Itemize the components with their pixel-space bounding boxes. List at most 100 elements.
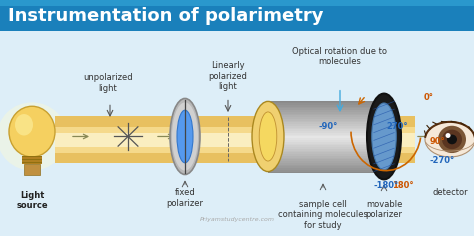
Bar bbox=[55, 133, 415, 135]
Text: movable
polarizer: movable polarizer bbox=[365, 200, 402, 219]
Bar bbox=[268, 131, 378, 133]
Bar bbox=[55, 161, 415, 163]
Bar bbox=[55, 116, 415, 118]
Ellipse shape bbox=[170, 98, 200, 174]
Bar bbox=[268, 164, 378, 167]
Bar bbox=[0, 0, 474, 6]
Bar bbox=[55, 124, 415, 126]
Bar bbox=[268, 110, 378, 112]
Bar bbox=[55, 127, 415, 129]
Ellipse shape bbox=[15, 114, 33, 135]
Bar bbox=[55, 149, 415, 151]
Bar bbox=[268, 124, 378, 126]
Bar bbox=[268, 107, 378, 109]
Bar bbox=[268, 145, 378, 147]
Text: Light
source: Light source bbox=[16, 191, 48, 211]
Bar bbox=[268, 147, 378, 149]
Bar bbox=[55, 147, 415, 149]
Text: sample cell
containing molecules
for study: sample cell containing molecules for stu… bbox=[278, 200, 368, 230]
Bar bbox=[22, 162, 42, 163]
Text: -90°: -90° bbox=[319, 122, 338, 131]
Text: Instrumentation of polarimetry: Instrumentation of polarimetry bbox=[8, 7, 323, 25]
Text: fixed
polarizer: fixed polarizer bbox=[166, 188, 203, 207]
Text: 180°: 180° bbox=[392, 181, 414, 190]
Bar bbox=[268, 103, 378, 105]
Bar bbox=[55, 160, 415, 162]
Bar bbox=[55, 135, 415, 137]
Bar bbox=[22, 156, 42, 157]
Text: Optical rotation due to
molecules: Optical rotation due to molecules bbox=[292, 47, 388, 66]
Bar bbox=[268, 119, 378, 121]
Bar bbox=[268, 149, 378, 151]
Bar bbox=[268, 158, 378, 160]
Ellipse shape bbox=[0, 102, 67, 171]
Ellipse shape bbox=[177, 110, 193, 163]
Text: 0°: 0° bbox=[424, 93, 434, 102]
Ellipse shape bbox=[172, 102, 198, 171]
Bar bbox=[268, 115, 378, 118]
Bar bbox=[268, 170, 378, 172]
Bar bbox=[55, 153, 415, 156]
Ellipse shape bbox=[372, 103, 396, 170]
Ellipse shape bbox=[367, 94, 401, 179]
Ellipse shape bbox=[259, 112, 277, 161]
Bar bbox=[268, 112, 378, 114]
Text: -270°: -270° bbox=[430, 156, 455, 165]
Bar bbox=[268, 136, 378, 139]
Bar bbox=[268, 156, 378, 158]
Bar bbox=[268, 117, 378, 119]
Circle shape bbox=[446, 133, 450, 138]
Text: -180°: -180° bbox=[374, 181, 399, 190]
Bar bbox=[55, 156, 415, 159]
Bar bbox=[268, 108, 378, 110]
Text: Linearly
polarized
light: Linearly polarized light bbox=[209, 61, 247, 91]
Bar bbox=[0, 0, 474, 31]
Bar bbox=[268, 126, 378, 128]
Bar bbox=[268, 121, 378, 123]
Text: Priyamstudycentre.com: Priyamstudycentre.com bbox=[200, 217, 274, 222]
Bar bbox=[55, 158, 415, 160]
Bar bbox=[55, 122, 415, 124]
Ellipse shape bbox=[425, 122, 474, 157]
Bar bbox=[55, 146, 415, 148]
Bar bbox=[268, 122, 378, 125]
Bar bbox=[55, 143, 415, 145]
Circle shape bbox=[442, 130, 462, 149]
Bar bbox=[22, 159, 42, 160]
Bar bbox=[55, 128, 415, 131]
Bar bbox=[268, 128, 378, 130]
Bar bbox=[268, 163, 378, 165]
Bar bbox=[268, 143, 378, 146]
Ellipse shape bbox=[362, 101, 394, 172]
Bar bbox=[24, 164, 40, 176]
Bar bbox=[268, 154, 378, 156]
Bar bbox=[55, 144, 415, 146]
Bar bbox=[268, 114, 378, 116]
Bar bbox=[268, 151, 378, 152]
Bar bbox=[22, 156, 42, 164]
Ellipse shape bbox=[252, 101, 284, 172]
Bar bbox=[55, 141, 415, 143]
Bar bbox=[268, 130, 378, 131]
Circle shape bbox=[438, 126, 466, 153]
Text: detector: detector bbox=[432, 188, 468, 197]
Bar bbox=[268, 166, 378, 168]
Bar bbox=[55, 136, 415, 138]
Bar bbox=[268, 133, 378, 135]
Bar bbox=[268, 138, 378, 140]
Bar bbox=[268, 142, 378, 144]
Bar bbox=[55, 138, 415, 140]
Bar bbox=[55, 152, 415, 154]
Bar bbox=[268, 168, 378, 170]
Bar bbox=[55, 155, 415, 157]
Bar bbox=[55, 130, 415, 132]
Bar bbox=[268, 135, 378, 137]
Bar bbox=[268, 140, 378, 142]
Bar bbox=[55, 118, 415, 120]
Text: 270°: 270° bbox=[386, 122, 408, 131]
Bar bbox=[268, 101, 378, 103]
Bar bbox=[268, 152, 378, 154]
Bar bbox=[55, 125, 415, 127]
Bar bbox=[268, 159, 378, 161]
Bar bbox=[55, 150, 415, 152]
